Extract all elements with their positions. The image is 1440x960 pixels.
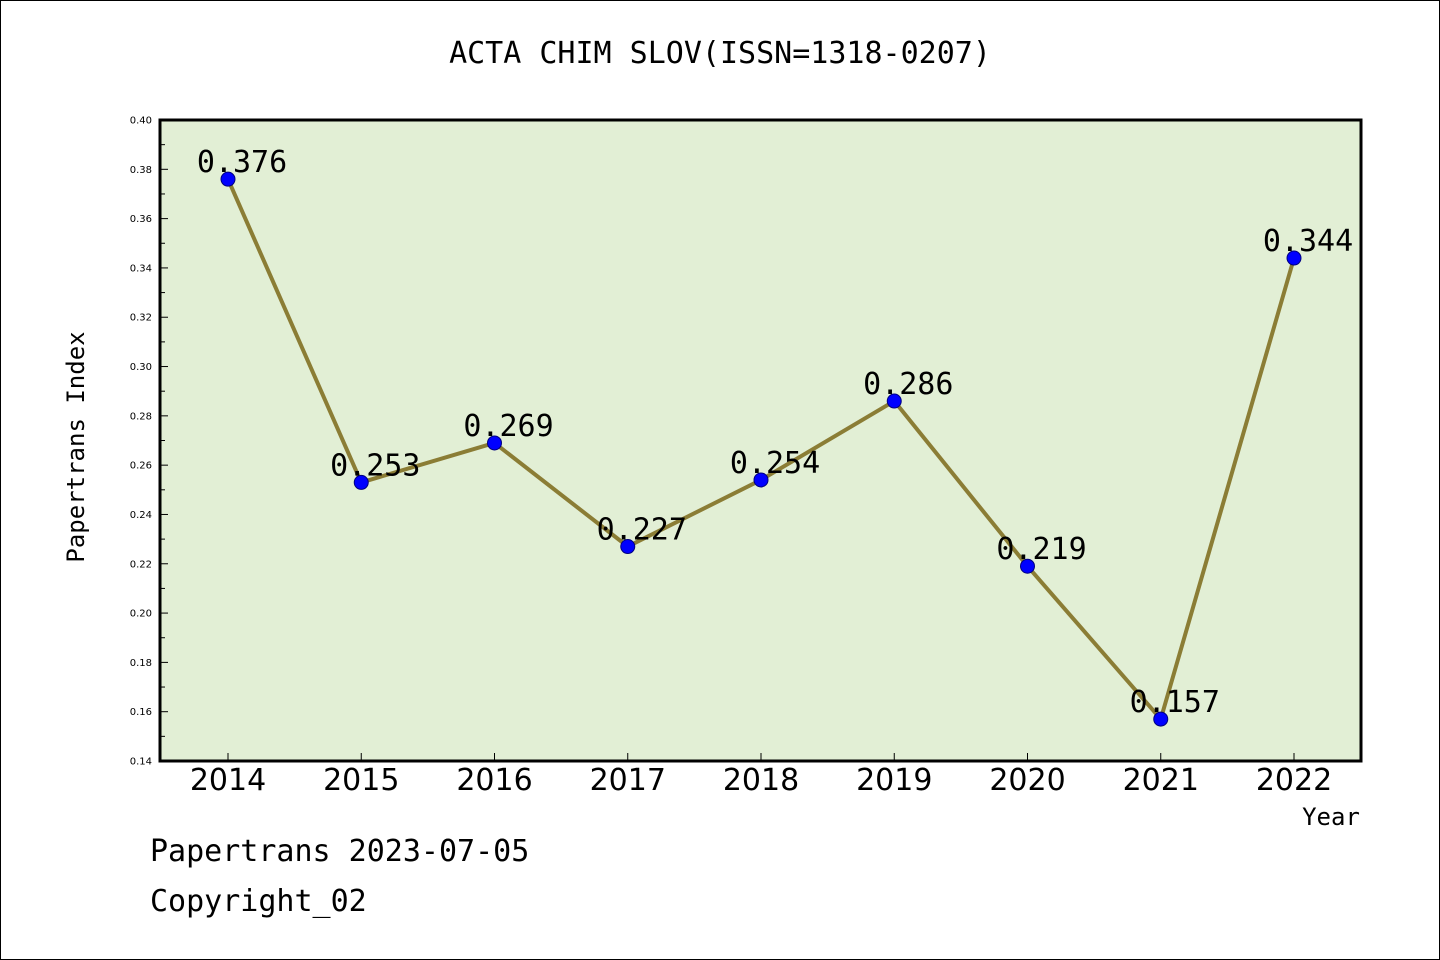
x-tick-label: 2020 xyxy=(989,763,1065,798)
y-tick-label: 0.28 xyxy=(130,411,152,422)
y-tick-label: 0.38 xyxy=(130,165,152,176)
x-tick-label: 2021 xyxy=(1123,763,1199,798)
y-tick-label: 0.16 xyxy=(130,707,152,718)
data-label: 0.344 xyxy=(1263,224,1353,259)
data-label: 0.253 xyxy=(330,448,420,483)
x-tick-label: 2022 xyxy=(1256,763,1332,798)
y-tick-label: 0.26 xyxy=(130,461,152,472)
data-point xyxy=(1020,558,1035,574)
data-label: 0.376 xyxy=(197,145,287,180)
x-tick-label: 2019 xyxy=(856,763,932,798)
data-point xyxy=(886,393,902,409)
x-tick-label: 2016 xyxy=(456,763,532,798)
x-tick-label: 2018 xyxy=(723,763,799,798)
data-labels: 0.376 0.253 0.269 0.227 0.254 0.286 0.219 0.157… xyxy=(197,145,1353,720)
footer-date: Papertrans 2023-07-05 xyxy=(150,834,530,869)
x-axis-ticks: 2014 2015 2016 2017 2018 2019 2020 2021 2022 xyxy=(190,753,1332,798)
x-axis-label: Year xyxy=(1302,803,1360,831)
data-label: 0.286 xyxy=(863,367,953,402)
data-label: 0.219 xyxy=(996,532,1086,567)
x-tick-label: 2014 xyxy=(190,763,266,798)
data-point xyxy=(1286,250,1302,266)
y-axis-ticks: 0.14 0.16 0.18 0.20 0.22 0.24 0.26 0.28 0.30 0.32… xyxy=(130,116,168,768)
series-markers xyxy=(220,171,1302,727)
data-label: 0.227 xyxy=(597,513,687,548)
y-tick-label: 0.30 xyxy=(130,362,152,373)
y-tick-label: 0.32 xyxy=(130,313,152,324)
data-label: 0.157 xyxy=(1130,685,1220,720)
y-tick-label: 0.34 xyxy=(130,263,152,274)
y-tick-label: 0.40 xyxy=(130,116,152,127)
data-point xyxy=(487,435,502,451)
y-tick-label: 0.14 xyxy=(130,757,152,768)
chart-title: ACTA CHIM SLOV(ISSN=1318-0207) xyxy=(449,36,991,71)
y-tick-label: 0.18 xyxy=(130,658,152,669)
data-point xyxy=(220,171,236,187)
x-tick-label: 2015 xyxy=(323,763,399,798)
data-label: 0.269 xyxy=(463,409,553,444)
x-tick-label: 2017 xyxy=(590,763,666,798)
data-point xyxy=(753,472,769,488)
data-point xyxy=(620,539,636,555)
footer-copyright: Copyright_02 xyxy=(150,884,367,919)
y-tick-label: 0.24 xyxy=(130,510,152,521)
y-axis-label: Papertrans Index xyxy=(62,331,90,562)
data-label: 0.254 xyxy=(730,446,820,481)
plot-area xyxy=(158,118,1363,763)
y-tick-label: 0.22 xyxy=(130,559,152,570)
y-tick-label: 0.36 xyxy=(130,214,152,225)
y-tick-label: 0.20 xyxy=(130,609,152,620)
data-point xyxy=(353,474,369,490)
data-point xyxy=(1153,711,1169,727)
